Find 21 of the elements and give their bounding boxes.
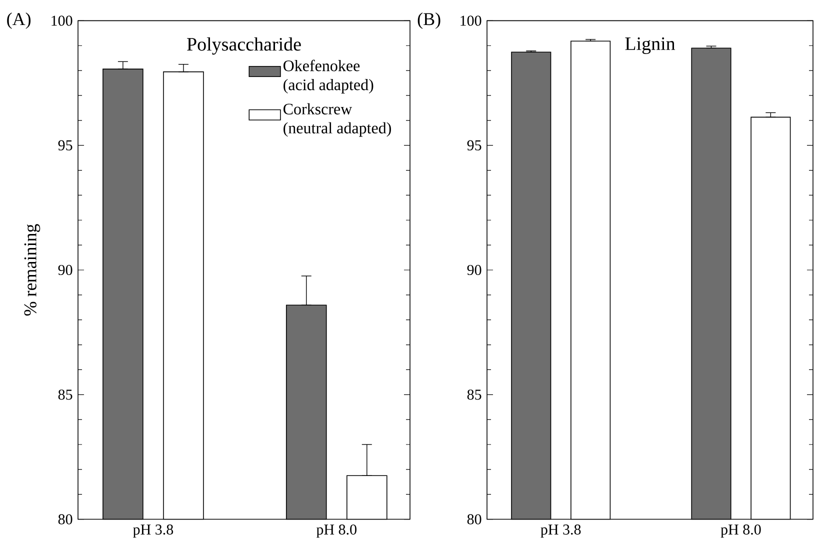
x-tick-label: pH 3.8 (133, 524, 174, 538)
y-tick-label: 90 (467, 264, 482, 276)
legend-label: Corkscrew (neutral adapted) (284, 103, 391, 137)
y-tick-label: 80 (467, 514, 482, 524)
y-tick-label: 95 (58, 140, 72, 150)
y-axis-title: % remaining (24, 224, 40, 316)
text: (B) (418, 12, 440, 29)
text: Polysaccharide (187, 37, 301, 55)
y-tick-label: 90 (58, 264, 72, 276)
y-tick-label: 100 (52, 16, 72, 26)
y-tick-label: 100 (460, 16, 482, 26)
x-tick-label: pH 8.0 (316, 524, 356, 538)
y-tick-label: 85 (467, 390, 482, 400)
legend-label: Okefenokee (acid adapted) (284, 60, 374, 94)
x-tick-label: pH 3.8 (540, 524, 581, 538)
text: (A) (7, 12, 31, 29)
y-tick-label: 80 (58, 514, 72, 524)
y-tick-label: 85 (58, 390, 72, 400)
x-tick-label: pH 8.0 (720, 524, 761, 538)
y-tick-label: 95 (467, 140, 482, 150)
text: Lignin (625, 37, 676, 54)
